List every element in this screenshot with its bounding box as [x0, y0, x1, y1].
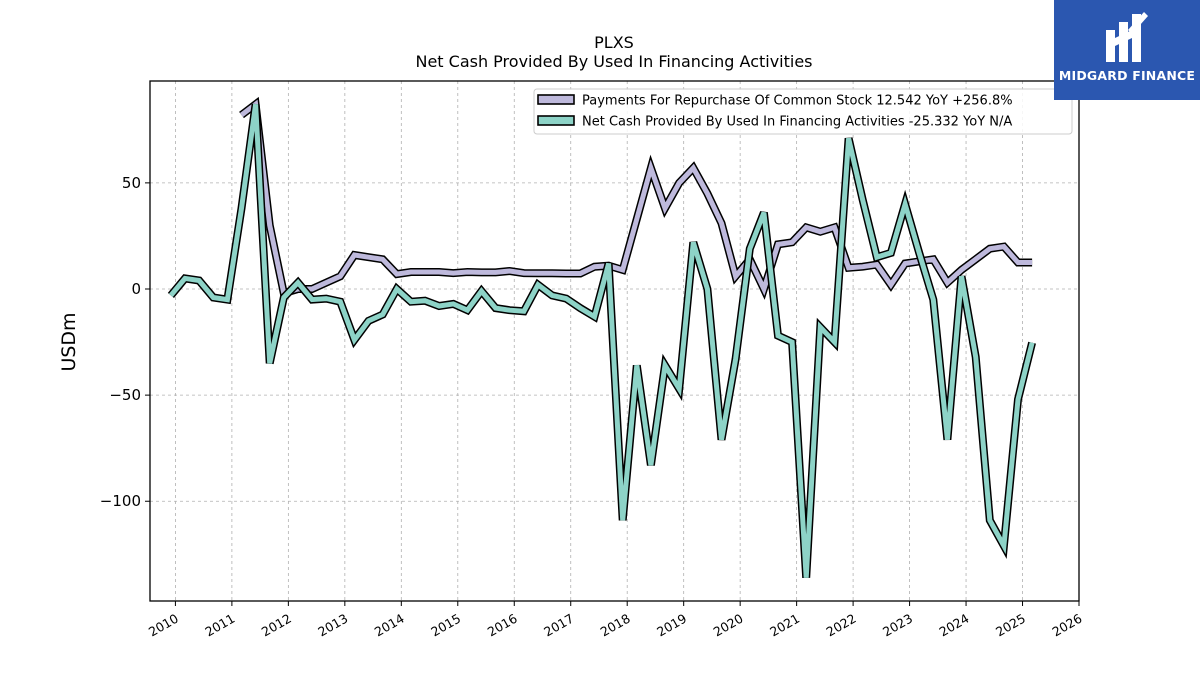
- x-tick-label: 2017: [541, 611, 576, 640]
- series-2-outline: [167, 103, 1036, 578]
- chart-subtitle: Net Cash Provided By Used In Financing A…: [415, 52, 812, 71]
- plot-frame: [149, 80, 1080, 602]
- brand-name: MIDGARD FINANCE: [1058, 68, 1196, 83]
- y-tick-label: −100: [100, 492, 141, 510]
- x-tick-label: 2024: [937, 611, 972, 640]
- x-tick-label: 2025: [993, 611, 1028, 640]
- x-tick-label: 2010: [146, 611, 181, 640]
- chart-title: PLXS: [594, 33, 634, 52]
- y-axis-label: USDm: [58, 312, 80, 371]
- x-tick-label: 2018: [598, 611, 633, 640]
- y-tick-label: −50: [109, 386, 141, 404]
- midgard-logo-icon: [1106, 12, 1148, 62]
- x-axis-ticks: 2010 2011 2012 2013 2014 2015 2016 2017 2018 2019…: [146, 601, 1085, 640]
- x-tick-label: 2020: [711, 611, 746, 640]
- y-tick-label: 0: [131, 280, 141, 298]
- x-tick-label: 2015: [428, 611, 463, 640]
- grid-lines: [150, 81, 1080, 601]
- series-2: [167, 103, 1036, 578]
- x-tick-label: 2019: [654, 611, 689, 640]
- series-lines: [167, 96, 1036, 578]
- x-tick-label: 2012: [259, 611, 294, 640]
- x-tick-label: 2011: [202, 611, 237, 640]
- legend: Payments For Repurchase Of Common Stock …: [533, 88, 1073, 135]
- legend-label-2: Net Cash Provided By Used In Financing A…: [582, 115, 1012, 130]
- x-tick-label: 2014: [372, 611, 407, 640]
- y-axis-ticks: −100 −50 0 50: [100, 174, 150, 510]
- legend-label-1: Payments For Repurchase Of Common Stock …: [582, 94, 1013, 109]
- x-tick-label: 2013: [315, 611, 350, 640]
- series-2-line: [168, 103, 1035, 578]
- brand-logo: MIDGARD FINANCE: [1054, 0, 1200, 100]
- x-tick-label: 2026: [1049, 611, 1084, 640]
- legend-box: [533, 88, 1073, 135]
- series-1: [239, 96, 1033, 300]
- x-tick-label: 2021: [767, 611, 802, 640]
- legend-swatch-2: [537, 115, 575, 126]
- x-tick-label: 2016: [485, 611, 520, 640]
- x-tick-label: 2023: [880, 611, 915, 640]
- y-tick-label: 50: [122, 174, 141, 192]
- x-tick-label: 2022: [824, 611, 859, 640]
- legend-swatch-1: [537, 94, 575, 105]
- series-1-line: [239, 99, 1033, 297]
